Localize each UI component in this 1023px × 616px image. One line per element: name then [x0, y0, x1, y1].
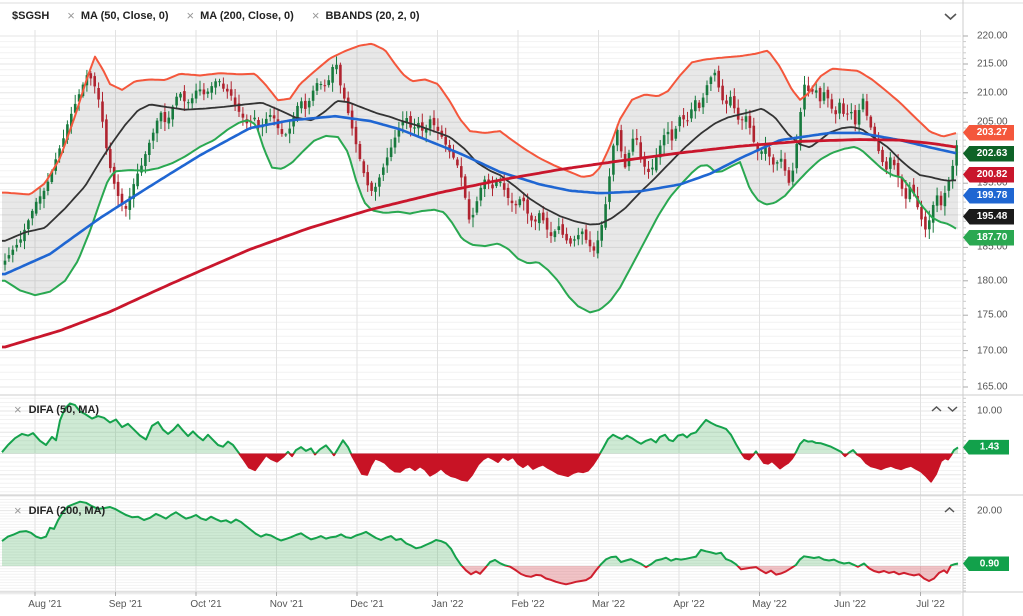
- ma50-line: [2, 114, 957, 276]
- collapse-up-icon[interactable]: [944, 506, 955, 514]
- bb-lower-line: [2, 119, 957, 314]
- difa50-area: [1, 402, 959, 483]
- difa200-panel-header: × DIFA (200, MA): [14, 504, 105, 517]
- close-icon[interactable]: ×: [14, 503, 22, 518]
- difa50-title[interactable]: DIFA (50, MA): [28, 403, 100, 416]
- close-icon[interactable]: ×: [14, 402, 22, 417]
- close-icon[interactable]: ×: [311, 8, 320, 23]
- difa200-area: [1, 500, 959, 586]
- collapse-up-icon[interactable]: [931, 405, 942, 413]
- bollinger-band-fill: [2, 44, 958, 313]
- indicator-label-bbands[interactable]: BBANDS (20, 2, 0): [325, 9, 420, 22]
- close-icon[interactable]: ×: [186, 8, 195, 23]
- chart-legend: $SGSH × MA (50, Close, 0) × MA (200, Clo…: [12, 9, 420, 22]
- difa50-panel-header: × DIFA (50, MA): [14, 403, 99, 416]
- symbol-label[interactable]: $SGSH: [12, 9, 50, 22]
- indicator-label-ma50[interactable]: MA (50, Close, 0): [80, 9, 169, 22]
- chevron-down-icon[interactable]: [944, 12, 957, 21]
- difa200-title[interactable]: DIFA (200, MA): [28, 504, 106, 517]
- ma200-line: [2, 138, 957, 349]
- collapse-down-icon[interactable]: [947, 405, 958, 413]
- close-icon[interactable]: ×: [67, 8, 75, 23]
- bb-upper-line: [2, 42, 957, 196]
- indicator-label-ma200[interactable]: MA (200, Close, 0): [200, 9, 294, 22]
